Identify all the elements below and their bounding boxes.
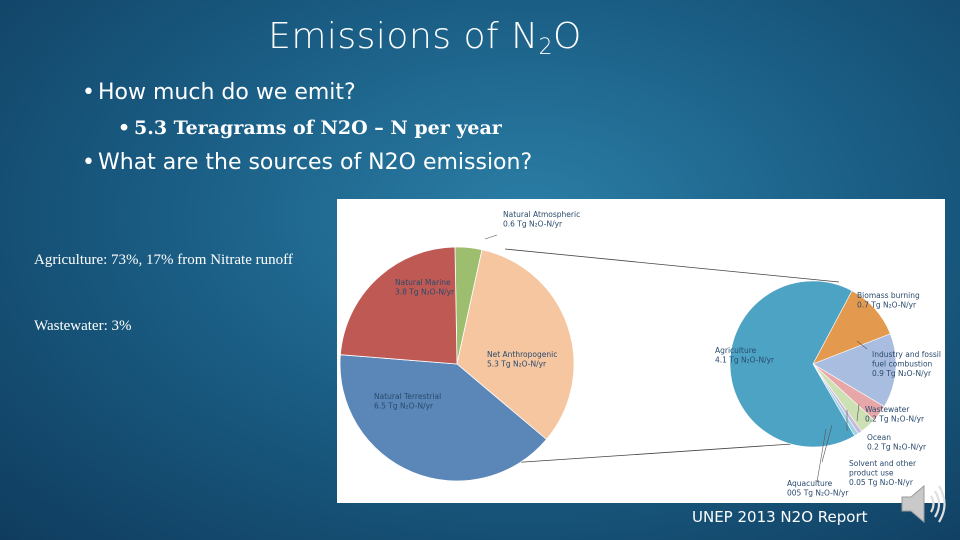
bullet-answer-amount: • 5.3 Teragrams of N2O – N per year (118, 117, 502, 139)
label-ocean: Ocean 0.2 Tg N₂O-N/yr (867, 433, 927, 452)
bullet-dot-icon: • (82, 150, 95, 175)
connector-line-bottom (508, 441, 823, 464)
leader-line (816, 428, 827, 483)
pie-slice-net-anthropogenic (456, 249, 575, 440)
label-natural-atmospheric: Natural Atmospheric 0.6 Tg N₂O-N/yr (503, 210, 580, 229)
bullet-dot-icon: • (118, 117, 131, 139)
label-natural-terrestrial: Natural Terrestrial 6.5 Tg N₂O-N/yr (374, 392, 441, 411)
label-natural-marine: Natural Marine 3.8 Tg N₂O-N/yr (395, 278, 455, 297)
leader-line (821, 424, 833, 463)
pie-charts: Natural Atmospheric 0.6 Tg N₂O-N/yr Net An… (339, 210, 941, 498)
pie-slice-industry-and-fossil-fuel-combustion (812, 333, 897, 408)
label-industry-fossil-fuel: Industry and fossil fuel combustion 0.9 Tg… (872, 350, 941, 378)
speaker-icon[interactable] (898, 480, 950, 528)
label-agriculture: Agriculture 4.1 Tg N₂O-N/yr (715, 346, 775, 365)
note-agriculture: Agriculture: 73%, 17% from Nitrate runof… (34, 252, 293, 268)
leader-line (856, 340, 868, 350)
pie-slice-natural-terrestrial (339, 354, 548, 482)
bullet-text: How much do we emit? (98, 80, 356, 105)
bullet-question-sources: • What are the sources of N2O emission? (82, 150, 532, 175)
title-main: Emissions of N (268, 16, 539, 57)
label-net-anthropogenic: Net Anthropogenic 5.3 Tg N₂O-N/yr (487, 350, 557, 369)
source-credit: UNEP 2013 N2O Report (692, 508, 868, 526)
leader-line (856, 403, 860, 422)
title-tail: O (553, 16, 582, 57)
bullet-question-amount: • How much do we emit? (82, 80, 356, 105)
label-aquaculture: Aquaculture 005 Tg N₂O-N/yr (787, 479, 849, 498)
connector-line-top (504, 248, 840, 283)
label-solvent-product-use: Solvent and other product use 0.05 Tg N₂O-… (849, 459, 917, 487)
pie-slice-natural-marine (339, 246, 458, 365)
title-subscript: 2 (538, 35, 554, 60)
label-biomass-burning: Biomass burning 0.7 Tg N₂O-N/yr (857, 291, 920, 310)
pie-slice-agriculture (729, 280, 855, 448)
bullet-text: 5.3 Teragrams of N2O – N per year (134, 117, 502, 139)
label-wastewater: Wastewater 0.2 Tg N₂O-N/yr (865, 405, 925, 424)
slide-title: Emissions of N2O (0, 16, 850, 60)
chart-panel: Natural Atmospheric 0.6 Tg N₂O-N/yr Net An… (337, 199, 945, 503)
bullet-dot-icon: • (82, 80, 95, 105)
leader-line (484, 234, 498, 240)
note-wastewater: Wastewater: 3% (34, 318, 132, 334)
bullet-text: What are the sources of N2O emission? (98, 150, 533, 175)
